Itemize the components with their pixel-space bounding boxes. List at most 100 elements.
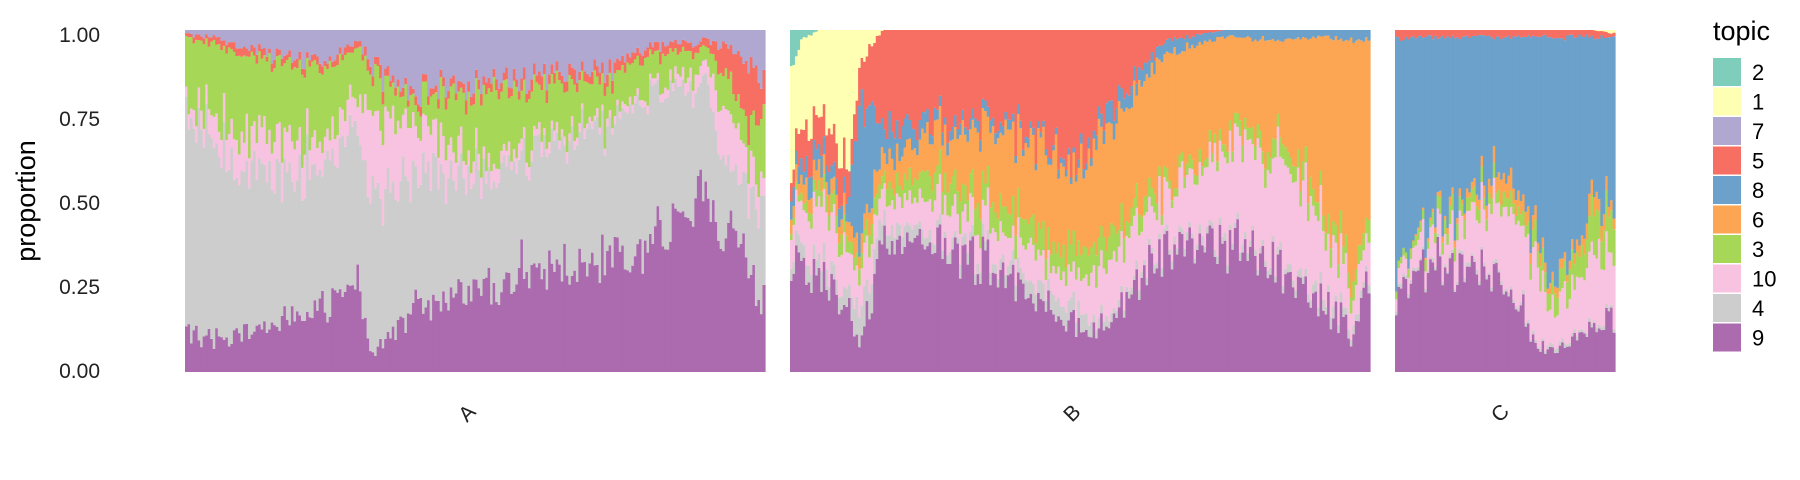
segment-topic-6: [1193, 48, 1197, 175]
segment-topic-6: [1473, 178, 1477, 187]
sample-bar: [555, 30, 559, 372]
sample-bar: [681, 30, 685, 372]
segment-topic-4: [984, 241, 988, 251]
segment-topic-3: [613, 73, 617, 116]
segment-topic-6: [1006, 129, 1010, 214]
segment-topic-5: [1140, 30, 1144, 71]
sample-bar: [1122, 30, 1126, 372]
segment-topic-3: [434, 92, 438, 119]
segment-topic-5: [1421, 30, 1425, 38]
segment-topic-4: [1188, 222, 1192, 228]
segment-topic-3: [631, 62, 635, 105]
segment-topic-10: [1492, 177, 1496, 261]
segment-topic-8: [933, 107, 937, 121]
segment-topic-8: [812, 140, 816, 160]
segment-topic-6: [797, 184, 801, 196]
segment-topic-9: [1294, 297, 1298, 372]
segment-topic-10: [1281, 158, 1285, 287]
segment-topic-5: [467, 81, 471, 92]
segment-topic-1: [827, 30, 831, 129]
segment-topic-6: [1317, 35, 1321, 203]
segment-topic-7: [659, 30, 663, 52]
segment-topic-5: [868, 44, 872, 106]
segment-topic-4: [1223, 232, 1227, 241]
segment-topic-8: [1238, 30, 1242, 38]
segment-topic-10: [608, 110, 612, 118]
segment-topic-4: [540, 156, 544, 280]
segment-topic-9: [1502, 294, 1506, 372]
segment-topic-10: [1441, 254, 1445, 283]
segment-topic-4: [946, 255, 950, 264]
segment-topic-6: [1359, 40, 1364, 245]
segment-topic-7: [346, 30, 350, 45]
segment-topic-4: [1069, 297, 1074, 313]
segment-topic-4: [308, 179, 312, 318]
segment-topic-3: [1042, 221, 1046, 251]
segment-topic-5: [1473, 30, 1477, 36]
segment-topic-3: [230, 49, 234, 119]
segment-topic-3: [1105, 250, 1109, 274]
segment-topic-3: [1417, 229, 1421, 240]
segment-topic-5: [895, 30, 900, 121]
segment-topic-3: [384, 75, 388, 107]
segment-topic-5: [654, 41, 658, 52]
segment-topic-6: [979, 151, 983, 220]
segment-topic-8: [938, 95, 942, 107]
segment-topic-3: [210, 41, 214, 116]
segment-topic-8: [1364, 30, 1369, 38]
segment-topic-3: [911, 185, 915, 204]
segment-topic-9: [578, 248, 582, 372]
sample-bar: [759, 30, 764, 372]
segment-topic-4: [1168, 249, 1172, 255]
sample-bar: [1485, 30, 1489, 372]
segment-topic-3: [969, 173, 973, 194]
segment-topic-5: [1426, 30, 1430, 36]
segment-topic-4: [1561, 338, 1565, 343]
segment-topic-8: [822, 136, 826, 155]
segment-topic-10: [235, 140, 239, 178]
segment-topic-3: [1188, 154, 1192, 169]
segment-topic-6: [1266, 40, 1270, 152]
segment-topic-4: [1231, 243, 1235, 250]
segment-topic-9: [1558, 345, 1562, 372]
segment-topic-4: [374, 188, 378, 356]
sample-bar: [712, 30, 716, 372]
segment-topic-4: [1412, 268, 1416, 271]
segment-topic-9: [958, 278, 963, 372]
sample-bar: [1451, 30, 1455, 372]
segment-topic-6: [1354, 40, 1358, 269]
segment-topic-9: [1148, 244, 1152, 372]
segment-topic-9: [1412, 270, 1416, 372]
segment-topic-3: [1281, 144, 1285, 159]
segment-topic-9: [1434, 270, 1438, 372]
segment-topic-9: [921, 244, 925, 372]
segment-topic-5: [1201, 30, 1205, 34]
segment-topic-10: [908, 190, 912, 226]
sample-bar: [1301, 30, 1306, 372]
segment-topic-9: [331, 288, 335, 372]
segment-topic-4: [737, 184, 741, 248]
segment-topic-10: [1009, 237, 1013, 261]
segment-topic-10: [1190, 169, 1195, 234]
sample-bar: [638, 30, 643, 372]
segment-topic-9: [1168, 254, 1172, 372]
segment-topic-10: [1490, 214, 1494, 288]
sample-bar: [956, 30, 960, 372]
segment-topic-9: [691, 226, 695, 372]
sample-bar: [986, 30, 990, 372]
segment-topic-10: [472, 161, 476, 184]
sample-bar: [1492, 30, 1496, 372]
segment-topic-10: [502, 143, 506, 156]
segment-topic-7: [379, 30, 383, 65]
segment-topic-3: [1349, 297, 1353, 314]
segment-topic-3: [1175, 188, 1179, 197]
sample-bar: [348, 30, 353, 372]
segment-topic-9: [790, 280, 794, 372]
segment-topic-10: [1412, 247, 1416, 269]
segment-topic-9: [235, 328, 239, 372]
segment-topic-5: [419, 106, 423, 117]
segment-topic-5: [353, 41, 358, 49]
segment-topic-9: [1059, 319, 1063, 372]
segment-topic-10: [1602, 269, 1606, 327]
segment-topic-5: [1575, 30, 1579, 38]
